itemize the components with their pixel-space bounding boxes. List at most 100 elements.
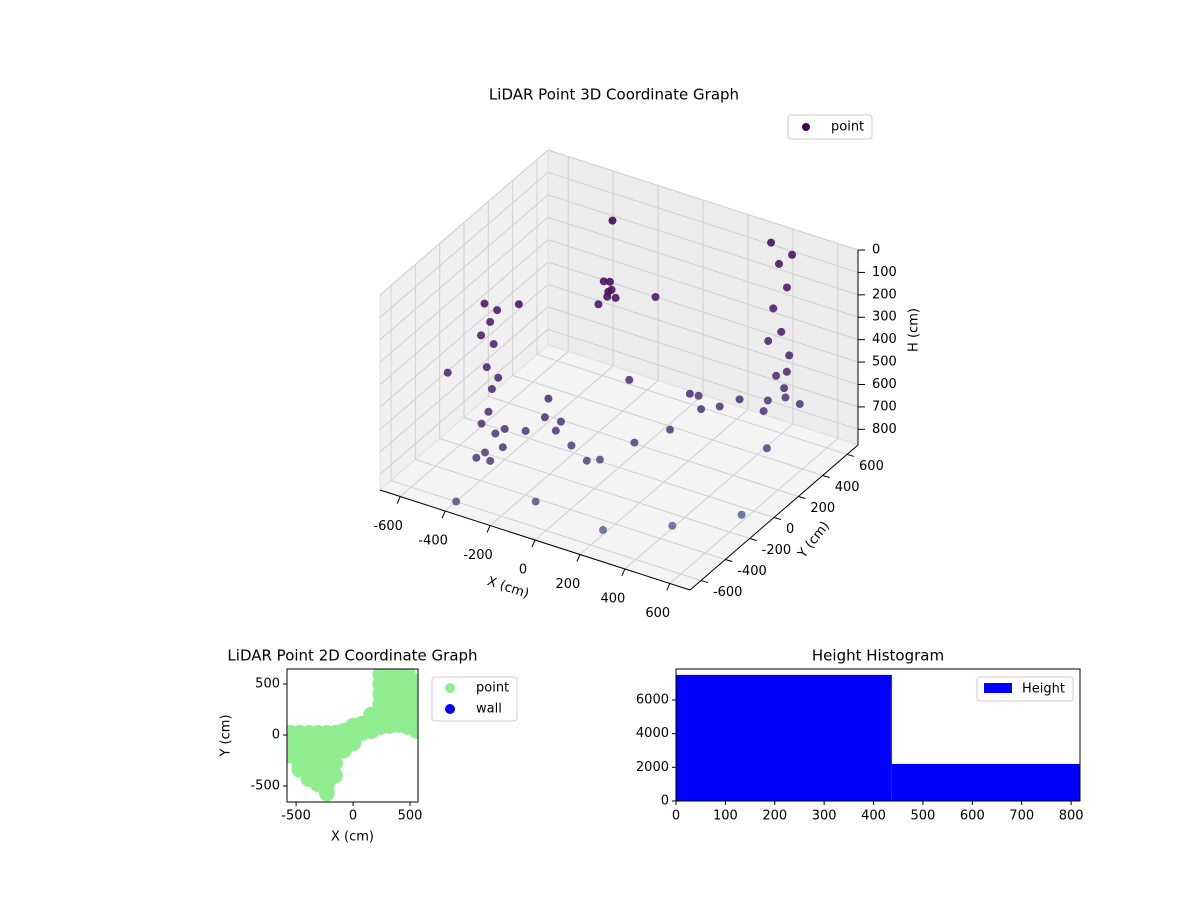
y-axis-line	[689, 444, 859, 591]
z-tick-label: 400	[872, 332, 897, 347]
point	[777, 327, 786, 336]
grid-line	[379, 216, 549, 363]
point	[608, 216, 617, 225]
x-tick-label: 300	[812, 809, 837, 824]
point	[782, 283, 791, 292]
point	[408, 722, 418, 739]
point	[795, 400, 804, 409]
point	[408, 684, 418, 701]
point	[788, 250, 797, 259]
grid-line	[547, 261, 859, 363]
point	[697, 405, 706, 414]
y-tick	[798, 496, 806, 499]
z-axis-label: H (cm)	[907, 308, 922, 352]
chart-title: LiDAR Point 3D Coordinate Graph	[489, 86, 739, 104]
point	[668, 521, 677, 530]
point	[759, 407, 768, 416]
legend-marker	[445, 704, 455, 714]
point	[487, 385, 496, 394]
grid-line	[463, 417, 775, 518]
y-tick-label: 0	[661, 794, 669, 809]
y-tick-label: 400	[835, 480, 860, 495]
point	[477, 331, 486, 340]
z-tick-label: 500	[872, 355, 897, 370]
y-tick	[749, 538, 757, 541]
z-tick-label: 300	[872, 310, 897, 325]
y-tick-label: -200	[762, 543, 792, 558]
point	[345, 735, 362, 752]
y-tick	[773, 517, 782, 520]
z-tick-label: 200	[872, 287, 897, 302]
x-tick	[396, 496, 401, 504]
grid-line	[536, 353, 848, 455]
x-tick-label: -400	[418, 534, 448, 549]
chart-title: LiDAR Point 2D Coordinate Graph	[227, 647, 477, 665]
point	[767, 238, 776, 247]
grid-line	[547, 149, 859, 251]
chart-title: Height Histogram	[812, 647, 944, 665]
x-tick-label: 800	[1059, 809, 1084, 824]
point	[521, 426, 530, 435]
legend-label: wall	[476, 702, 502, 717]
y-tick-label: 0	[272, 727, 280, 742]
point	[781, 393, 790, 402]
point	[494, 373, 503, 382]
point	[594, 300, 603, 309]
y-tick-label: -400	[737, 564, 767, 579]
point	[480, 299, 489, 308]
legend-box	[787, 114, 873, 140]
point	[763, 396, 772, 405]
point	[782, 367, 791, 376]
point	[625, 375, 634, 384]
y-tick-label: 500	[255, 676, 280, 691]
point	[607, 285, 616, 294]
x-tick-label: 400	[861, 809, 886, 824]
x-tick	[531, 539, 536, 548]
point	[452, 497, 461, 506]
point	[326, 755, 343, 772]
point	[544, 394, 553, 403]
x-tick-label: 200	[762, 809, 787, 824]
point	[556, 417, 565, 426]
x-tick-label: 0	[519, 563, 527, 578]
x-tick-label: -600	[373, 519, 403, 534]
point	[408, 710, 418, 727]
x-tick-label: 0	[349, 809, 357, 824]
point	[486, 456, 495, 465]
grid-line	[547, 171, 859, 273]
grid-line	[379, 172, 549, 318]
x-tick	[621, 568, 626, 577]
x-tick-label: -500	[281, 809, 311, 824]
y-tick	[725, 559, 733, 563]
x-tick-label: 600	[645, 606, 670, 621]
grid-line	[439, 438, 750, 539]
point	[531, 497, 540, 506]
y-tick-label: 2000	[636, 760, 669, 775]
point	[595, 455, 604, 464]
axes-frame	[286, 668, 419, 803]
point	[443, 368, 452, 377]
y-tick	[846, 453, 855, 457]
point	[498, 443, 507, 452]
point	[685, 389, 694, 398]
grid-line	[547, 239, 859, 341]
z-tick-label: 100	[872, 265, 897, 280]
point	[482, 363, 491, 372]
point	[540, 413, 549, 422]
x-tick-label: 500	[911, 809, 936, 824]
point	[630, 438, 639, 447]
point	[582, 456, 591, 465]
x-tick-label: 600	[960, 809, 985, 824]
grid-line	[390, 480, 702, 582]
bar	[676, 674, 892, 801]
y-axis-label: Y (cm)	[219, 714, 234, 757]
point	[780, 384, 789, 393]
point	[775, 259, 783, 268]
grid-line	[379, 284, 549, 430]
legend-label: point	[831, 120, 864, 135]
y-tick-label: 6000	[636, 692, 669, 707]
point	[493, 306, 502, 315]
point	[611, 293, 620, 302]
x-tick	[441, 510, 446, 519]
grid-line	[379, 149, 549, 296]
